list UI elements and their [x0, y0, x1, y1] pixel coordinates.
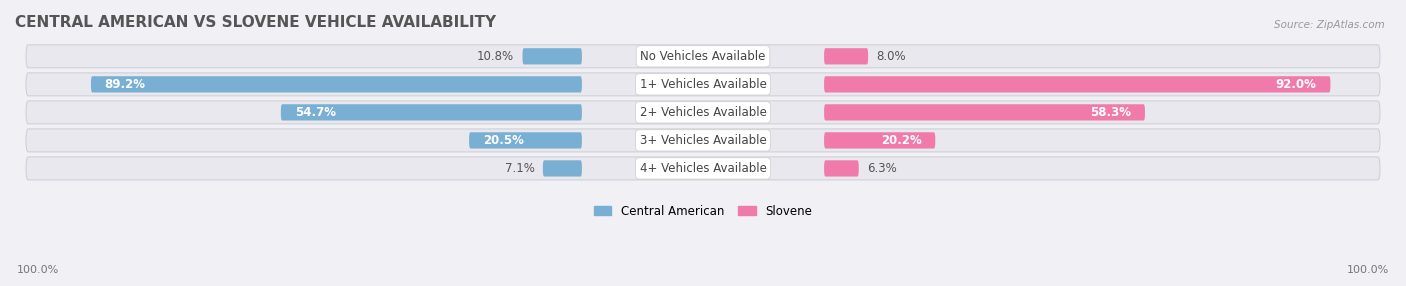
FancyBboxPatch shape: [25, 129, 1381, 152]
Text: No Vehicles Available: No Vehicles Available: [640, 50, 766, 63]
Text: 8.0%: 8.0%: [876, 50, 905, 63]
Text: 3+ Vehicles Available: 3+ Vehicles Available: [640, 134, 766, 147]
Text: 10.8%: 10.8%: [477, 50, 515, 63]
Text: 100.0%: 100.0%: [1347, 265, 1389, 275]
FancyBboxPatch shape: [25, 73, 1381, 96]
Text: 58.3%: 58.3%: [1090, 106, 1132, 119]
FancyBboxPatch shape: [281, 104, 582, 120]
Text: 4+ Vehicles Available: 4+ Vehicles Available: [640, 162, 766, 175]
FancyBboxPatch shape: [25, 45, 1381, 68]
Text: 89.2%: 89.2%: [104, 78, 146, 91]
Text: CENTRAL AMERICAN VS SLOVENE VEHICLE AVAILABILITY: CENTRAL AMERICAN VS SLOVENE VEHICLE AVAI…: [15, 15, 496, 30]
Text: 100.0%: 100.0%: [17, 265, 59, 275]
FancyBboxPatch shape: [25, 157, 1381, 180]
Text: Source: ZipAtlas.com: Source: ZipAtlas.com: [1274, 20, 1385, 30]
FancyBboxPatch shape: [824, 48, 868, 64]
FancyBboxPatch shape: [25, 101, 1381, 124]
FancyBboxPatch shape: [523, 48, 582, 64]
Text: 20.2%: 20.2%: [880, 134, 921, 147]
Legend: Central American, Slovene: Central American, Slovene: [589, 200, 817, 222]
FancyBboxPatch shape: [91, 76, 582, 92]
Text: 92.0%: 92.0%: [1275, 78, 1316, 91]
Text: 2+ Vehicles Available: 2+ Vehicles Available: [640, 106, 766, 119]
FancyBboxPatch shape: [824, 160, 859, 176]
Text: 7.1%: 7.1%: [505, 162, 534, 175]
Text: 6.3%: 6.3%: [868, 162, 897, 175]
Text: 54.7%: 54.7%: [295, 106, 336, 119]
FancyBboxPatch shape: [824, 132, 935, 148]
FancyBboxPatch shape: [824, 76, 1330, 92]
Text: 1+ Vehicles Available: 1+ Vehicles Available: [640, 78, 766, 91]
FancyBboxPatch shape: [470, 132, 582, 148]
FancyBboxPatch shape: [824, 104, 1144, 120]
Text: 20.5%: 20.5%: [482, 134, 523, 147]
FancyBboxPatch shape: [543, 160, 582, 176]
